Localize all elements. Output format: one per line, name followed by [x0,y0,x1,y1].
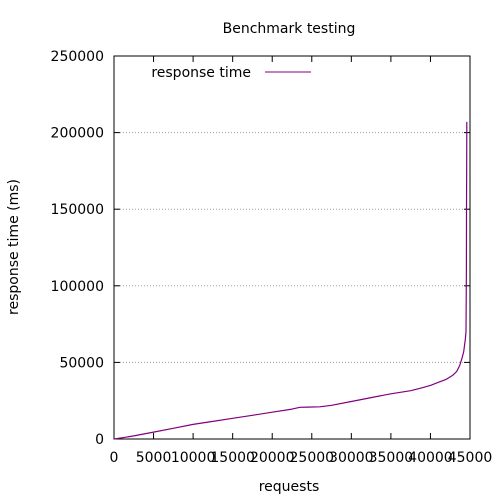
y-tick-label: 100000 [51,279,104,295]
x-tick-label: 20000 [250,450,295,466]
y-tick-label: 250000 [51,49,104,65]
x-axis-label: requests [259,479,320,495]
axis-ticks [113,55,471,440]
tick-labels: 0 50000 100000 150000 200000 250000 0 5000 10000… [51,49,493,466]
x-tick-label: 25000 [290,450,335,466]
x-tick-label: 45000 [448,450,493,466]
x-tick-label: 30000 [329,450,374,466]
series-layer [113,121,468,440]
y-axis-label: response time (ms) [6,179,22,315]
x-tick-label: 40000 [408,450,453,466]
legend-label: response time [151,65,251,81]
x-tick-label: 15000 [210,450,255,466]
series-line-0 [113,121,468,440]
x-tick-label: 35000 [369,450,414,466]
x-tick-label: 10000 [171,450,216,466]
chart-title: Benchmark testing [223,21,356,37]
x-tick-label: 5000 [136,450,172,466]
x-tick-label: 0 [110,450,119,466]
grid-lines [114,132,470,363]
y-tick-label: 0 [95,432,104,448]
y-tick-label: 150000 [51,202,104,218]
y-tick-label: 200000 [51,126,104,142]
plot-frame [113,55,471,440]
legend: response time [151,65,311,81]
y-tick-label: 50000 [59,355,104,371]
